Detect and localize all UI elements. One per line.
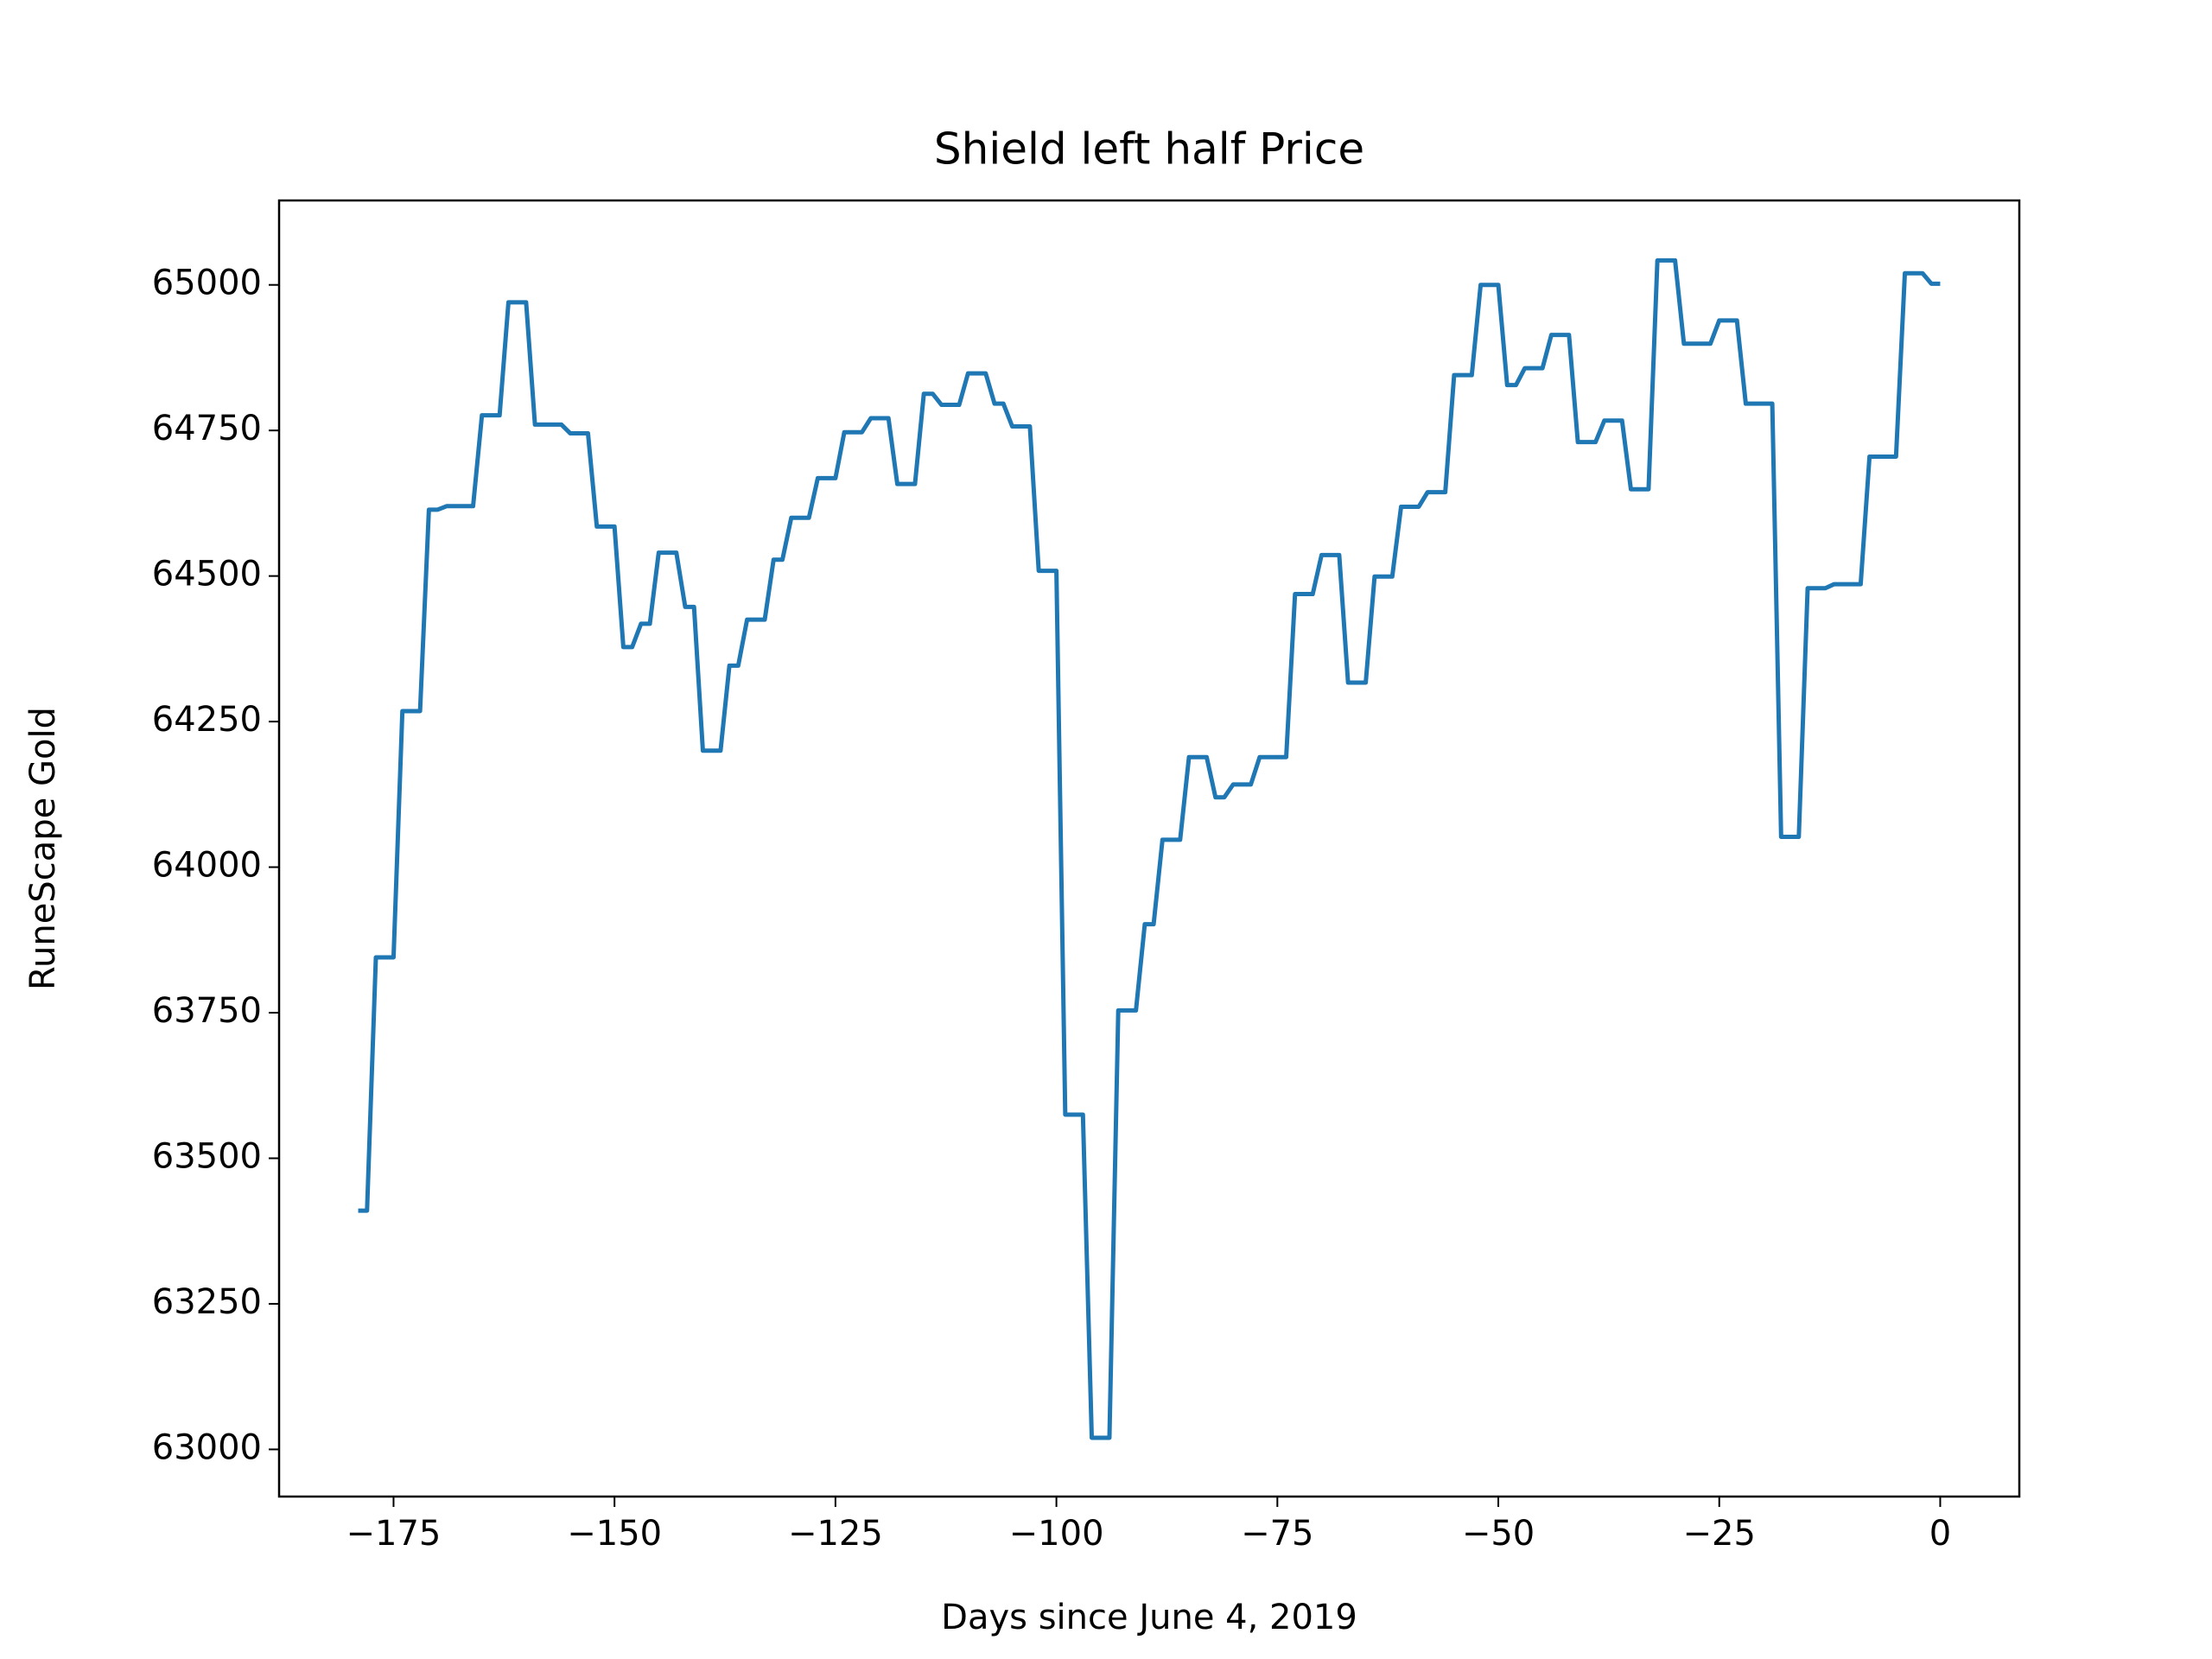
x-tick-label: −175 [346,1514,442,1554]
y-tick-label: 64500 [152,555,262,594]
plot-frame [277,199,2021,1498]
y-axis-label: RuneScape Gold [23,707,63,990]
x-axis-label: Days since June 4, 2019 [941,1598,1357,1637]
chart-title: Shield left half Price [934,124,1364,175]
y-tick-label: 63750 [152,991,262,1031]
y-tick-label: 65000 [152,264,262,303]
y-tick-label: 64000 [152,846,262,886]
y-tick-label: 63500 [152,1136,262,1176]
y-tick-label: 64250 [152,700,262,740]
data-line [358,257,1941,1440]
x-tick-label: 0 [1929,1514,1951,1554]
y-tick-label: 63250 [152,1282,262,1322]
x-tick-label: −50 [1462,1514,1535,1554]
y-tick-label: 64750 [152,409,262,448]
x-tick-label: −75 [1241,1514,1313,1554]
x-tick-label: −150 [567,1514,662,1554]
y-tick-label: 63000 [152,1427,262,1467]
x-tick-label: −25 [1683,1514,1756,1554]
x-tick-label: −125 [788,1514,883,1554]
x-tick-label: −100 [1009,1514,1104,1554]
